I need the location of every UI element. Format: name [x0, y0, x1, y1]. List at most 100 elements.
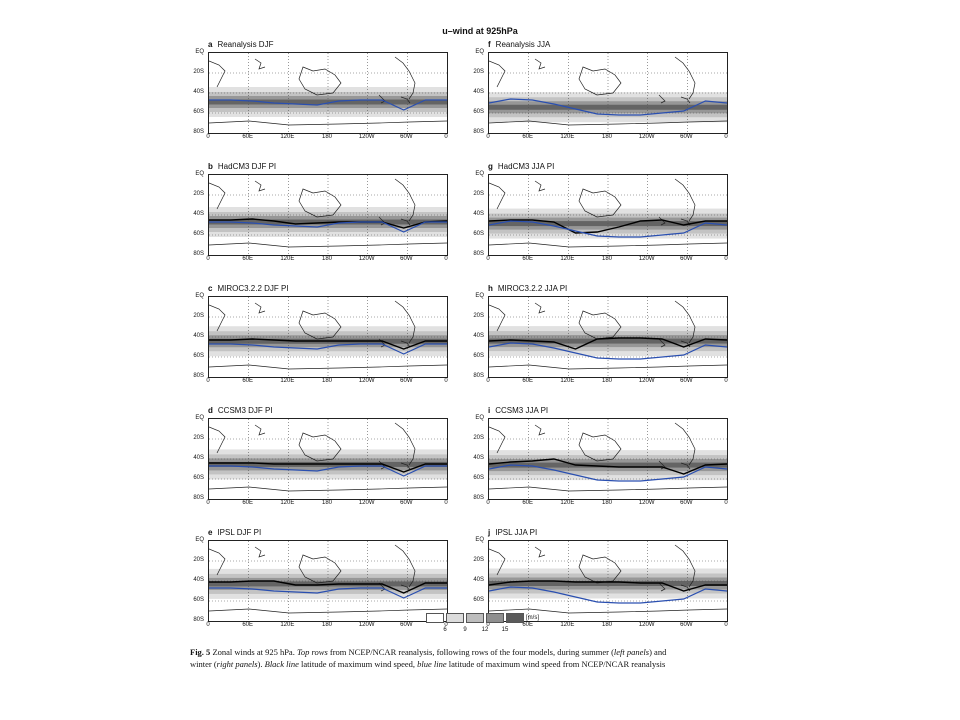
x-tick-label: 0	[486, 256, 490, 262]
coastline	[578, 66, 622, 96]
panel-label: b HadCM3 DJF PI	[208, 162, 276, 171]
x-tick-label: 180	[321, 622, 332, 628]
x-tick-label: 180	[601, 256, 612, 262]
x-tick-label: 120W	[358, 256, 375, 262]
coastline	[209, 304, 226, 332]
x-tick-label: 60W	[400, 622, 413, 628]
x-tick-label: 60E	[242, 500, 253, 506]
panel-title: IPSL JJA PI	[495, 528, 538, 537]
y-tick-label: 20S	[193, 435, 204, 441]
y-tick-label: 60S	[473, 231, 484, 237]
coastline	[298, 188, 342, 218]
panel-e: e IPSL DJF PI EQ 20S 40S 60S 80S 0 60E 120E 180 120…	[193, 522, 464, 632]
y-tick-label: 60S	[193, 231, 204, 237]
reanalysis-jet-line	[489, 586, 727, 604]
y-tick-label: 60S	[193, 109, 204, 115]
y-tick-label: EQ	[475, 49, 484, 55]
map-svg	[209, 175, 447, 255]
model-jet-line	[489, 458, 727, 475]
panel-label: a Reanalysis DJF	[208, 40, 273, 49]
panel-title: Reanalysis JJA	[495, 40, 551, 49]
x-tick-label: 180	[601, 378, 612, 384]
x-tick-label: 180	[601, 134, 612, 140]
y-tick-label: 80S	[473, 251, 484, 257]
panel-letter: a	[208, 40, 213, 49]
coastline	[534, 546, 546, 558]
colorbar-unit: [m/s]	[526, 615, 539, 621]
x-tick-label: 0	[206, 134, 210, 140]
x-tick-label: 120W	[638, 378, 655, 384]
y-tick-label: 20S	[473, 191, 484, 197]
panel-title: Reanalysis DJF	[217, 40, 274, 49]
x-tick-label: 0	[444, 256, 448, 262]
panel-title: CCSM3 DJF PI	[217, 406, 273, 415]
y-tick-label: 80S	[193, 251, 204, 257]
y-tick-label: 80S	[473, 129, 484, 135]
y-tick-label: EQ	[475, 293, 484, 299]
coastline	[254, 180, 266, 192]
panel-label: g HadCM3 JJA PI	[488, 162, 554, 171]
x-tick-label: 0	[724, 134, 728, 140]
y-tick-label: 60S	[473, 475, 484, 481]
coastline	[394, 544, 416, 588]
coastline	[298, 310, 342, 340]
reanalysis-jet-line	[209, 99, 447, 111]
x-tick-label: 0	[486, 378, 490, 384]
reanalysis-jet-line	[209, 465, 447, 477]
reanalysis-jet-line	[489, 342, 727, 360]
map-svg	[209, 541, 447, 621]
coastline	[254, 424, 266, 436]
x-tick-label: 0	[206, 378, 210, 384]
coastline	[394, 300, 416, 344]
coastline	[489, 608, 727, 614]
x-tick-label: 0	[444, 622, 448, 628]
x-tick-label: 120W	[638, 134, 655, 140]
x-tick-label: 0	[444, 500, 448, 506]
map-plot	[488, 52, 728, 134]
colorbar-box-2	[446, 613, 464, 623]
map-svg	[489, 53, 727, 133]
coastline	[209, 426, 226, 454]
y-tick-label: 60S	[193, 597, 204, 603]
coastline	[489, 304, 506, 332]
x-tick-label: 60W	[400, 256, 413, 262]
panel-letter: e	[208, 528, 213, 537]
panel-letter: i	[488, 406, 491, 415]
x-tick-label: 0	[444, 378, 448, 384]
map-svg	[209, 297, 447, 377]
x-tick-label: 0	[444, 134, 448, 140]
panel-title: CCSM3 JJA PI	[495, 406, 549, 415]
colorbar-tick: 15	[501, 627, 509, 633]
panel-h: h MIROC3.2.2 JJA PI EQ 20S 40S 60S 80S 0 60E 120E…	[473, 278, 744, 388]
coastline	[254, 302, 266, 314]
reanalysis-jet-line	[489, 98, 727, 116]
map-svg	[489, 175, 727, 255]
y-tick-label: EQ	[475, 415, 484, 421]
model-jet-line	[209, 218, 447, 229]
x-tick-label: 60W	[400, 500, 413, 506]
x-tick-label: 0	[206, 256, 210, 262]
x-tick-label: 60W	[680, 500, 693, 506]
coastline	[658, 582, 666, 592]
x-tick-label: 0	[206, 500, 210, 506]
y-tick-label: 80S	[193, 495, 204, 501]
coastline	[209, 364, 447, 370]
y-tick-label: 40S	[193, 333, 204, 339]
caption-text: Zonal winds at 925 hPa.	[210, 647, 297, 657]
colorbar-box-4	[486, 613, 504, 623]
coastline	[209, 548, 226, 576]
x-tick-label: 0	[724, 378, 728, 384]
colorbar-tick: 9	[463, 627, 467, 633]
x-tick-label: 60E	[242, 134, 253, 140]
y-tick-label: 60S	[473, 109, 484, 115]
x-tick-label: 60E	[522, 134, 533, 140]
x-tick-label: 60E	[522, 500, 533, 506]
reanalysis-jet-line	[489, 220, 727, 238]
panel-letter: d	[208, 406, 213, 415]
coastline	[298, 66, 342, 96]
panel-label: i CCSM3 JJA PI	[488, 406, 548, 415]
map-svg	[209, 53, 447, 133]
caption-text: ) and	[649, 647, 667, 657]
y-tick-label: 20S	[193, 313, 204, 319]
x-tick-label: 180	[601, 500, 612, 506]
